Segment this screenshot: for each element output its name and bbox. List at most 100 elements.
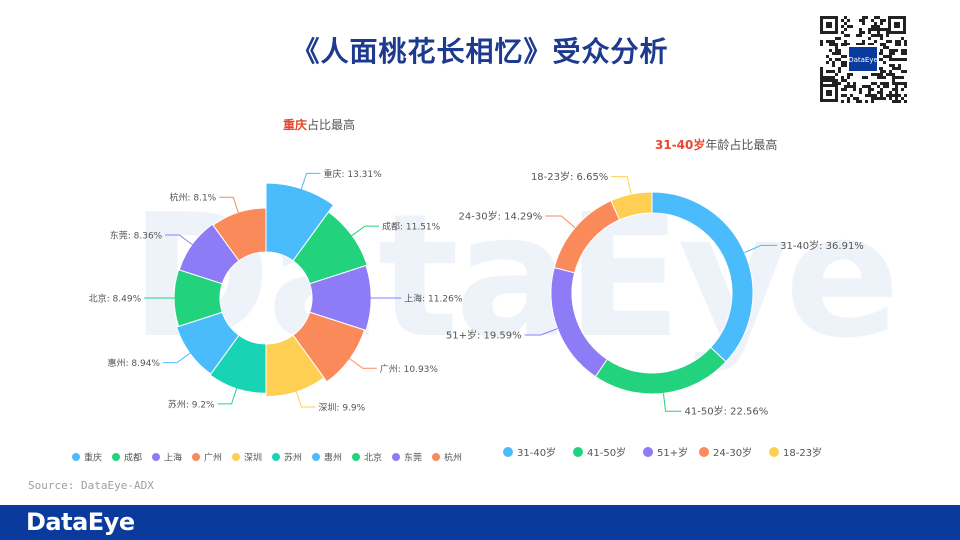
legend-dot [112,453,120,461]
legend-dot [192,453,200,461]
age-data-label: 31-40岁: 36.91% [780,239,864,252]
footer-bar: DataEye [0,505,960,540]
legend-dot [699,447,709,457]
city-slice [178,223,240,285]
city-legend-label: 杭州 [444,452,462,464]
city-legend-item: 惠州 [312,452,342,464]
city-label-line [299,172,321,193]
city-data-label: 惠州: 8.94% [107,357,160,369]
age-chart-title-rest: 年龄占比最高 [705,138,778,152]
legend-dot [392,453,400,461]
city-data-label: 苏州: 9.2% [168,398,215,410]
age-label-line [524,328,558,336]
city-legend-label: 重庆 [84,452,102,464]
city-legend-label: 深圳 [244,453,262,464]
city-label-line [219,196,240,217]
age-legend-item: 18-23岁 [769,446,822,459]
age-legend-label: 18-23岁 [783,446,822,459]
footer-logo: DataEye [26,508,135,536]
city-slice [265,182,335,262]
age-data-label: 41-50岁: 22.56% [685,405,769,418]
age-label-line [545,215,576,229]
city-slice [309,264,372,332]
city-label-line [346,356,377,369]
city-label-line [162,350,194,364]
age-legend-label: 24-30岁 [713,446,752,459]
age-legend-label: 41-50岁 [587,446,626,459]
age-slice [651,191,754,363]
charts-canvas: 重庆: 13.31% 成都: 11.51% 上海: 11.26% 广州: 10.93%… [72,168,864,464]
city-slice [212,207,267,262]
city-data-label: 重庆: 13.31% [323,168,382,180]
age-slice [594,346,727,395]
city-slice [265,334,325,398]
age-label-line [744,244,778,254]
city-data-label: 成都: 11.51% [382,221,441,233]
age-data-label: 18-23岁: 6.65% [531,170,608,183]
city-legend-item: 杭州 [432,452,462,464]
legend-dot [232,453,240,461]
legend-dot [152,453,160,461]
age-legend-item: 51+岁 [643,446,688,459]
city-label-line [217,384,239,405]
page-title: 《人面桃花长相忆》受众分析 [291,35,669,68]
city-data-label: 广州: 10.93% [380,363,439,375]
city-legend-label: 惠州 [324,452,342,464]
city-legend-item: 苏州 [272,452,302,464]
qr-logo-text: DataEye [848,56,878,64]
age-legend-item: 31-40岁 [503,446,556,459]
city-slice [209,334,267,394]
legend-dot [352,453,360,461]
age-legend: 31-40岁 41-50岁 51+岁 24-30岁 18-23岁 [503,446,822,459]
age-chart-title-highlight: 31-40岁 [655,138,706,152]
city-legend-item: 成都 [112,452,142,464]
age-legend-label: 31-40岁 [517,446,556,459]
city-data-label: 上海: 11.26% [404,293,463,305]
age-label-line [611,176,632,195]
age-legend-item: 24-30岁 [699,446,752,459]
age-slice [550,266,608,378]
age-data-label: 24-30岁: 14.29% [459,209,543,222]
city-legend-label: 上海 [164,452,182,464]
city-legend-label: 成都 [124,452,142,464]
qr-code[interactable]: DataEye [818,14,908,104]
city-slice [175,311,240,375]
age-slice [610,191,653,221]
age-label-line [662,393,682,412]
city-legend-label: 广州 [204,452,222,464]
legend-dot [573,447,583,457]
city-legend-label: 东莞 [404,452,422,464]
city-data-label: 北京: 8.49% [89,293,142,305]
source-note: Source: DataEye-ADX [28,479,154,492]
city-legend: 重庆 成都 上海 广州 深圳 苏州 惠州 北京 东莞 杭州 [72,452,462,464]
city-data-label: 杭州: 8.1% [169,192,216,204]
legend-dot [72,453,80,461]
city-chart-title: 重庆占比最高 [283,116,355,133]
city-legend-item: 重庆 [72,452,102,464]
city-legend-item: 深圳 [232,453,262,464]
city-data-label: 东莞: 8.36% [110,229,163,241]
city-label-line [165,234,196,248]
city-legend-label: 苏州 [284,452,302,464]
age-legend-item: 41-50岁 [573,446,626,459]
city-rose-chart: 重庆: 13.31% 成都: 11.51% 上海: 11.26% 广州: 10.93%… [89,168,463,414]
city-legend-item: 广州 [192,452,222,464]
city-label-line [294,387,316,408]
city-legend-item: 东莞 [392,452,422,464]
age-chart-title: 31-40岁年龄占比最高 [655,136,777,153]
legend-dot [312,453,320,461]
city-data-label: 深圳: 9.9% [318,403,365,414]
city-legend-label: 北京 [364,452,382,464]
legend-dot [503,447,513,457]
age-donut-chart: 31-40岁: 36.91% 41-50岁: 22.56% 51+岁: 19.59%… [446,170,864,418]
legend-dot [432,453,440,461]
city-legend-item: 上海 [152,452,182,464]
city-chart-title-rest: 占比最高 [307,118,356,132]
city-label-line [348,225,379,239]
age-legend-label: 51+岁 [657,446,688,459]
city-chart-title-highlight: 重庆 [283,118,308,132]
legend-dot [769,447,779,457]
legend-dot [272,453,280,461]
age-slice [553,200,621,274]
age-data-label: 51+岁: 19.59% [446,328,522,341]
